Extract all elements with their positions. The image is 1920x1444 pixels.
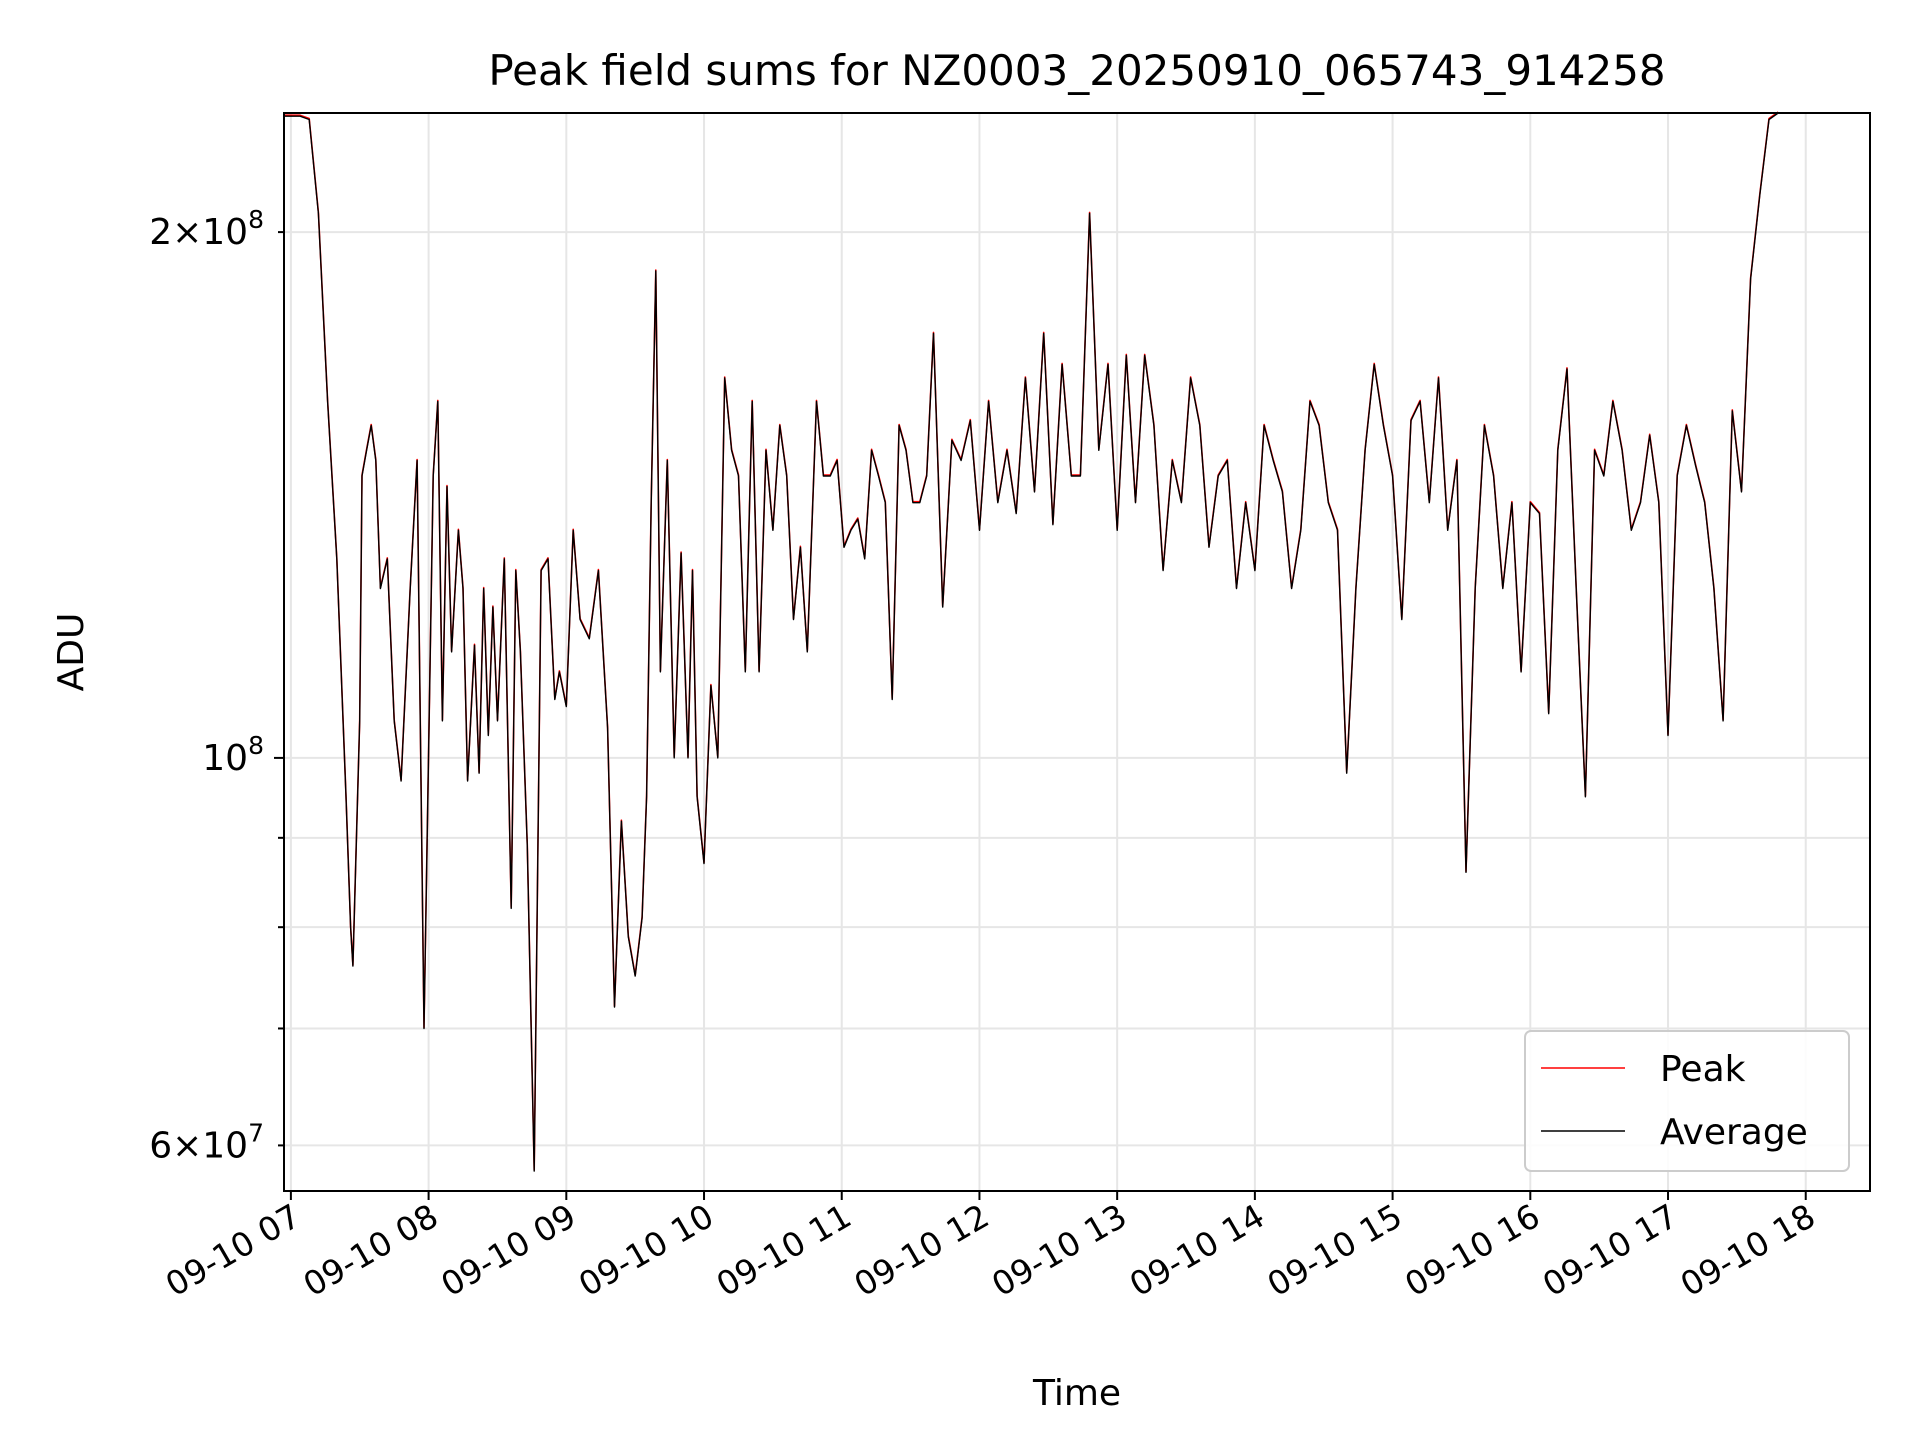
grid-layer [284,113,1870,1191]
legend-label-peak: Peak [1660,1049,1746,1090]
y-tick-label-6e7: 6×107 [149,1118,264,1166]
series-line-average [284,112,1779,1172]
x-axis-label: Time [1032,1373,1121,1414]
y-tick-label-2e8: 2×108 [149,205,264,253]
legend-box [1524,1030,1850,1172]
y-axis: 108 6×107 2×108 [149,205,284,1166]
series-layer [284,111,1779,1172]
legend-label-average: Average [1660,1112,1808,1153]
y-tick-label-1e8: 108 [202,731,264,779]
plot-frame [283,112,1871,1192]
legend: Peak Average [1524,1030,1850,1172]
y-axis-label: ADU [51,613,92,692]
chart-title: Peak field sums for NZ0003_20250910_0657… [488,46,1665,95]
